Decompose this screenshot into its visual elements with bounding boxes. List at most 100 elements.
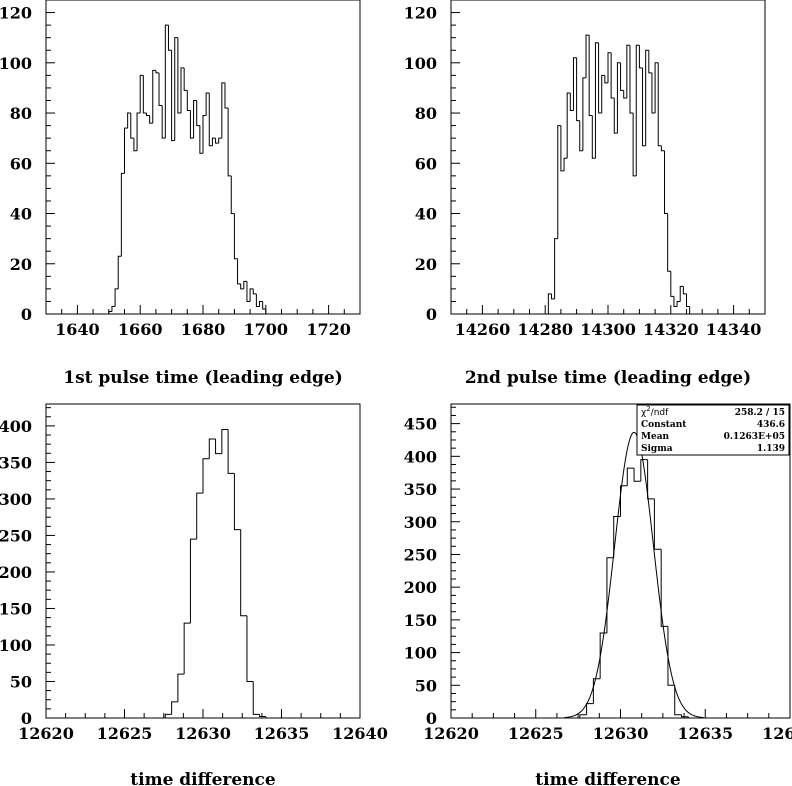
histogram-bin: [193, 99, 197, 139]
chart-panel-3: 12620 12625 12630 12635 12640 0 50 100 150 200 250…: [0, 403, 388, 786]
histogram-bin: [149, 115, 153, 124]
histogram-bin: [670, 271, 674, 297]
x-tick-label: 12630: [593, 724, 649, 743]
histogram-bin: [227, 108, 232, 177]
y-tick-label: 350: [404, 480, 437, 499]
y-tick-label: 100: [404, 644, 437, 663]
histogram-bin: [667, 626, 675, 686]
histogram-bin: [171, 50, 175, 142]
histogram-bin: [572, 57, 577, 111]
histogram-bin: [640, 459, 648, 482]
histogram-bin: [620, 62, 624, 91]
x-tick-label: 12635: [677, 724, 733, 743]
plot-frame: [450, 0, 766, 315]
y-tick-label: 40: [415, 205, 437, 224]
x-tick-label: 12635: [254, 724, 310, 743]
histogram-bin: [167, 25, 172, 51]
x-tick-label: 12625: [97, 724, 153, 743]
histogram-bin: [601, 74, 605, 114]
histogram-series: [547, 34, 691, 314]
histogram-bin: [180, 67, 185, 114]
histogram-bin: [124, 127, 128, 174]
x-tick-label: 14320: [643, 320, 699, 339]
histogram-bin: [686, 293, 690, 307]
histogram-bin: [651, 72, 656, 114]
gaussian-fit-curve: [564, 431, 704, 719]
plot-frame: [45, 0, 361, 315]
histogram-bin: [679, 285, 684, 302]
y-tick-label: 150: [0, 599, 32, 618]
x-axis-title: 2nd pulse time (leading edge): [465, 368, 751, 388]
histogram-bin: [547, 293, 552, 314]
y-tick-label: 0: [426, 305, 437, 324]
histogram-bin: [255, 293, 260, 307]
y-tick-label: 150: [404, 611, 437, 630]
histogram-bin: [215, 138, 219, 144]
y-tick-label: 40: [10, 205, 32, 224]
x-tick-label: 12620: [18, 724, 74, 743]
histogram-bin: [585, 34, 590, 78]
histogram-bin: [233, 213, 238, 260]
histogram-bin: [139, 74, 144, 114]
histogram-bin: [259, 714, 266, 718]
histogram-bin: [606, 557, 614, 633]
histogram-bin: [164, 713, 172, 718]
histogram-bin: [632, 113, 637, 177]
y-tick-label: 0: [21, 709, 32, 728]
histogram-bin: [591, 115, 596, 159]
histogram-bin: [557, 125, 561, 239]
histogram-bin: [208, 438, 216, 459]
y-tick-label: 200: [404, 578, 437, 597]
y-tick-label: 300: [0, 490, 32, 509]
histogram-bin: [117, 255, 122, 289]
chart-panel-1: 1640 1660 1680 1700 1720 0 20 40 60 80 100 120 1st p…: [0, 0, 361, 388]
x-tick-label: 12625: [508, 724, 564, 743]
histogram-bin: [136, 112, 141, 151]
chart-panel-2: 14260 14280 14300 14320 14340 0 20 40 60 80 100 120…: [404, 0, 766, 388]
histogram-bin: [604, 75, 608, 84]
histogram-bin: [227, 429, 235, 474]
histogram-bin: [660, 549, 668, 627]
histogram-bin: [155, 70, 160, 74]
histogram-bin: [682, 286, 687, 295]
histogram-bin: [681, 714, 689, 718]
histogram-bin: [177, 37, 182, 114]
y-tick-label: 350: [0, 453, 32, 472]
histogram-bin: [569, 92, 574, 112]
histogram-bin: [626, 467, 635, 486]
histogram-bin: [237, 258, 241, 285]
fit-stat-value: 258.2 / 15: [735, 408, 785, 418]
y-tick-label: 400: [0, 417, 32, 436]
fit-stat-value: 0.1263E+05: [724, 432, 785, 442]
histogram-bin: [588, 35, 593, 117]
x-tick-label: 12640: [762, 724, 792, 743]
histogram-bin: [249, 288, 254, 302]
histogram-bin: [673, 296, 678, 307]
histogram-bin: [629, 45, 634, 114]
y-tick-label: 450: [404, 415, 437, 434]
fit-stats-frame: [636, 404, 790, 456]
x-axis-title: time difference: [130, 770, 276, 786]
histogram-bin: [648, 50, 652, 74]
histogram-bin: [202, 115, 207, 154]
fit-stat-value: 1.139: [757, 444, 785, 454]
histogram-bin: [183, 622, 191, 675]
x-tick-label: 14300: [580, 320, 636, 339]
y-tick-label: 200: [0, 563, 32, 582]
x-tick-label: 12620: [423, 724, 479, 743]
y-tick-label: 100: [0, 636, 32, 655]
histogram-bin: [243, 280, 247, 289]
y-tick-label: 250: [0, 526, 32, 545]
histogram-bin: [623, 90, 627, 99]
histogram-bin: [563, 157, 568, 171]
histogram-bin: [152, 69, 156, 124]
histogram-bin: [205, 92, 210, 116]
histogram-bin: [171, 701, 178, 715]
histogram-bin: [667, 213, 671, 272]
histogram-bin: [550, 293, 555, 300]
plot-frame: [45, 403, 361, 719]
x-axis-title: time difference: [535, 770, 681, 786]
histogram-bin: [221, 82, 225, 139]
histogram-bin: [120, 172, 125, 257]
y-tick-label: 80: [10, 104, 32, 123]
